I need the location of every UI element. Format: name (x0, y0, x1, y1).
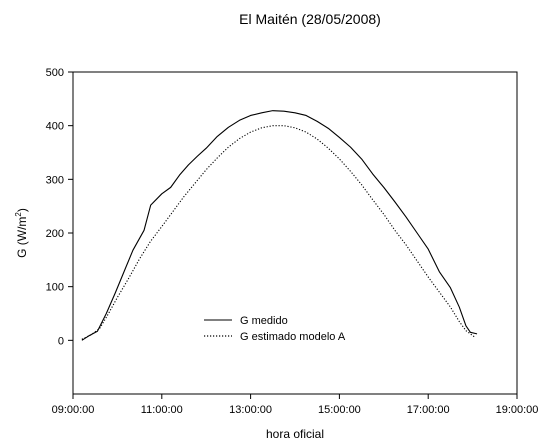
series-layer (81, 110, 478, 341)
x-axis-ticks: 09:00:00 11:00:00 13:00:00 15:00:00 17:00:00… (52, 394, 539, 416)
y-axis-label-superscript: 2 (14, 212, 23, 217)
x-tick-label: 09:00:00 (52, 404, 95, 416)
y-tick-label: 300 (46, 174, 64, 186)
x-tick-label: 15:00:00 (318, 404, 361, 416)
legend-label-g-estimado-modelo-a: G estimado modelo A (240, 331, 346, 343)
y-tick-label: 0 (58, 335, 64, 347)
y-tick-label: 200 (46, 228, 64, 240)
plot-frame (72, 71, 518, 395)
legend-label-g-medido: G medido (240, 315, 288, 327)
y-tick-label: 100 (46, 282, 64, 294)
y-tick-label: 500 (46, 67, 64, 79)
x-tick-label: 19:00:00 (496, 404, 539, 416)
y-axis-label-suffix: ) (15, 208, 29, 212)
legend: G medido G estimado modelo A (204, 315, 346, 343)
chart-title: El Maitén (28/05/2008) (239, 11, 381, 27)
x-tick-label: 17:00:00 (407, 404, 450, 416)
y-axis-ticks: 0 100 200 300 400 500 (46, 67, 73, 347)
series-line-g-medido (81, 110, 478, 341)
x-tick-label: 13:00:00 (229, 404, 272, 416)
x-tick-label: 11:00:00 (141, 404, 183, 416)
y-axis-label: G (W/m2) (14, 208, 29, 258)
x-axis-label: hora oficial (266, 427, 324, 441)
y-tick-label: 400 (46, 121, 64, 133)
series-line-g-estimado-modelo-a (81, 125, 476, 340)
y-axis-label-prefix: G (W/m (15, 217, 29, 258)
